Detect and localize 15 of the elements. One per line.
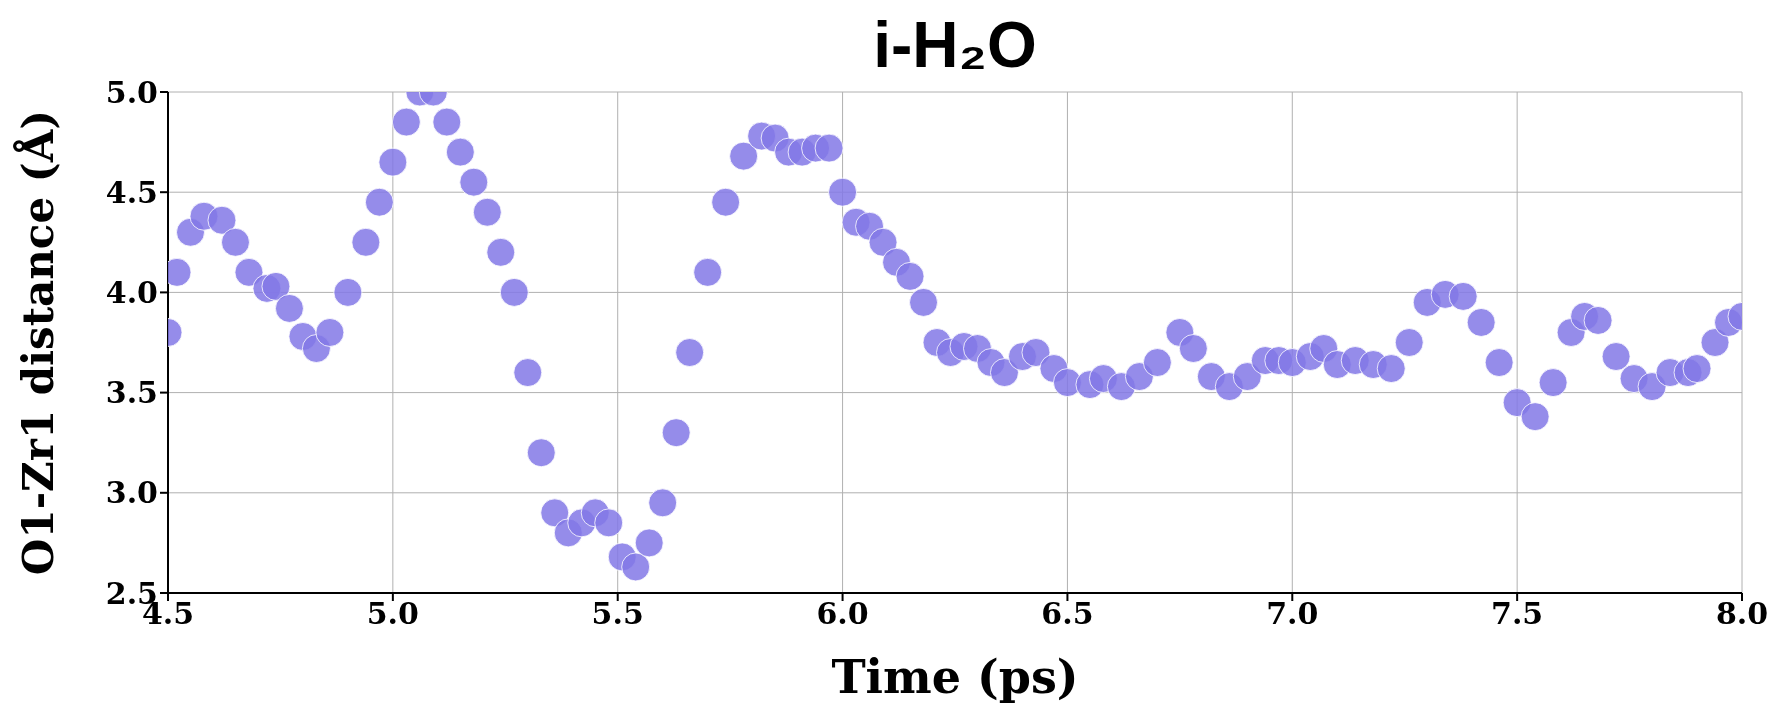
x-tick-label: 7.5 — [1491, 596, 1544, 632]
x-tick-label: 7.0 — [1266, 596, 1319, 632]
y-tick-label: 3.0 — [105, 475, 158, 511]
y-tick-label: 4.0 — [105, 275, 158, 311]
x-tick-label: 6.0 — [816, 596, 869, 632]
x-tick-label: 6.5 — [1041, 596, 1094, 632]
chart-title: i-H₂O — [873, 9, 1037, 81]
y-tick-label: 3.5 — [105, 375, 158, 411]
x-tick-label: 5.0 — [366, 596, 419, 632]
y-tick-label: 5.0 — [105, 74, 158, 110]
y-axis-title: O1-Zr1 distance (Å) — [12, 109, 63, 576]
x-tick-label: 5.5 — [591, 596, 644, 632]
x-tick-label: 8.0 — [1715, 596, 1769, 632]
y-tick-label: 4.5 — [105, 174, 158, 210]
x-axis-title: Time (ps) — [831, 650, 1079, 704]
